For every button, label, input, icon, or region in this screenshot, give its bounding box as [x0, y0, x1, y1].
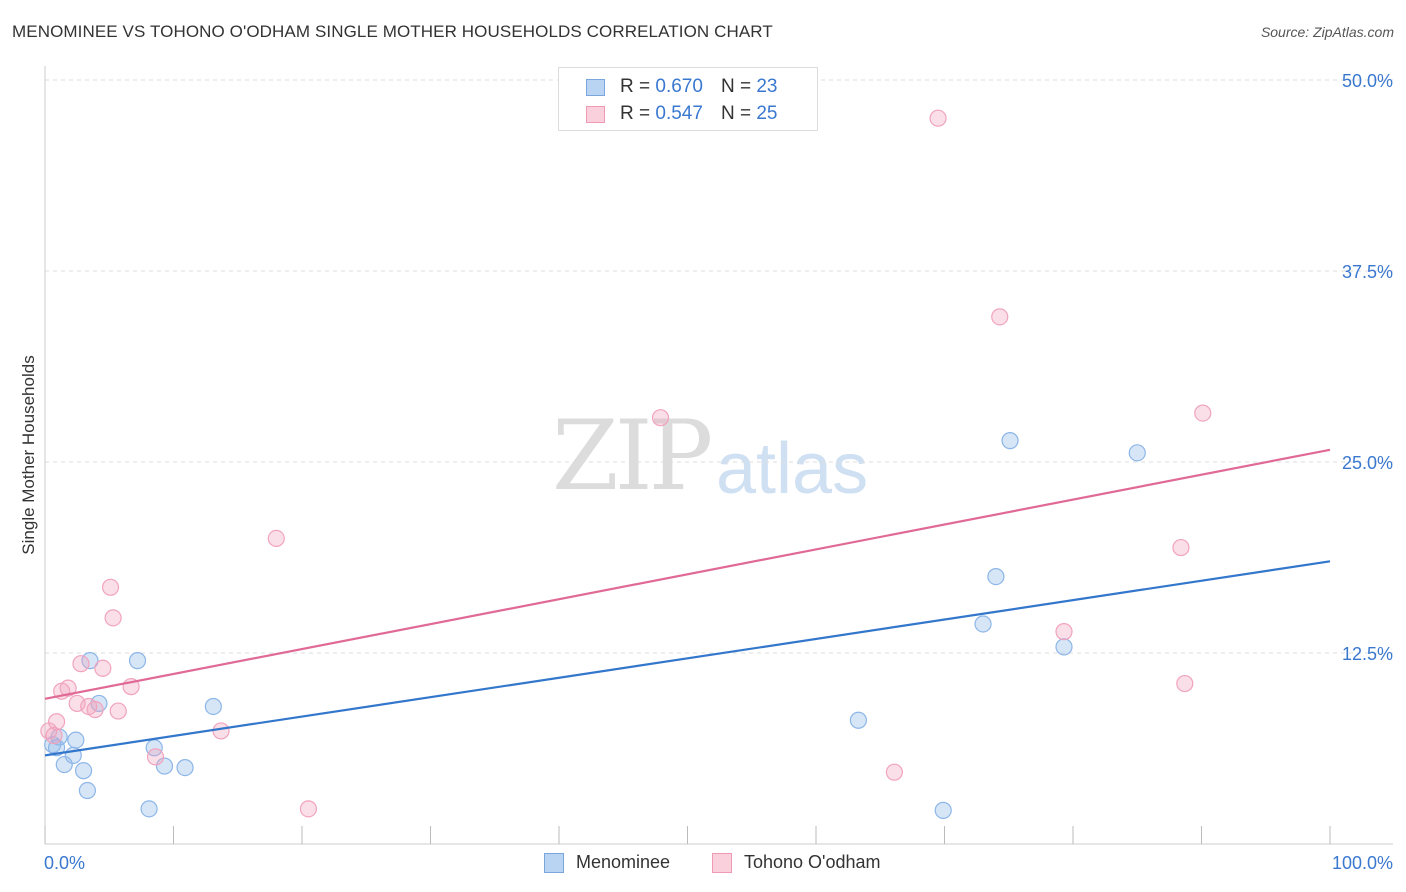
tohono-point	[47, 713, 66, 731]
menominee-point	[67, 731, 85, 749]
tohono-point	[299, 800, 318, 818]
menominee-legend-swatch	[544, 852, 564, 873]
menominee-swatch	[586, 78, 605, 96]
watermark-zip: ZIP	[552, 400, 713, 512]
tohono-point	[86, 700, 104, 719]
menominee-point	[204, 697, 222, 716]
y-tick-label: 37.5%	[1342, 262, 1393, 282]
tohono-point	[146, 748, 165, 766]
menominee-point	[155, 757, 174, 775]
tohono-point	[101, 578, 120, 596]
menominee-point	[81, 652, 99, 670]
legend-label-tohono: Tohono O'odham	[744, 852, 881, 872]
y-tick-label: 25.0%	[1342, 453, 1393, 473]
series-legend: Menominee Tohono O'odham	[0, 852, 1406, 878]
tohono-point	[1176, 674, 1194, 693]
n-label: N =	[720, 103, 752, 124]
menominee-point	[128, 652, 147, 670]
menominee-trend-line	[44, 560, 1331, 757]
tohono-point	[1194, 404, 1212, 422]
tohono-point	[1172, 538, 1190, 557]
tohono-point	[45, 726, 63, 745]
tohono-point	[109, 702, 127, 720]
r-value: 0.547	[655, 103, 703, 124]
menominee-point	[78, 781, 97, 800]
y-tick-label: 12.5%	[1342, 644, 1393, 664]
tohono-point	[212, 722, 230, 740]
tohono-point	[991, 308, 1009, 326]
x-tick-label: 0.0%	[44, 853, 85, 873]
legend-item-tohono[interactable]: Tohono O'odham	[712, 852, 881, 873]
tohono-swatch	[586, 105, 605, 123]
tohono-point	[72, 655, 90, 673]
menominee-point	[1128, 444, 1146, 462]
tohono-point	[929, 109, 947, 127]
tohono-point	[267, 529, 285, 548]
menominee-point	[74, 762, 93, 780]
menominee-point	[176, 758, 194, 777]
n-label: N =	[720, 76, 752, 97]
n-value: 25	[756, 103, 778, 124]
menominee-point	[140, 800, 158, 818]
chart-title: MENOMINEE VS TOHONO O'ODHAM SINGLE MOTHE…	[12, 22, 773, 41]
legend-item-menominee[interactable]: Menominee	[544, 852, 670, 873]
r-value: 0.670	[655, 76, 703, 97]
menominee-point	[987, 567, 1005, 586]
tohono-point	[104, 609, 122, 627]
menominee-point	[974, 615, 992, 633]
tohono-point	[885, 763, 903, 781]
y-tick-label: 50.0%	[1342, 71, 1393, 91]
tohono-legend-swatch	[712, 852, 732, 873]
r-label: R =	[620, 103, 651, 124]
tohono-point	[94, 659, 112, 677]
source-label: Source: ZipAtlas.com	[1260, 24, 1394, 40]
r-label: R =	[620, 76, 651, 97]
menominee-point	[1001, 432, 1019, 450]
x-tick-label: 100.0%	[1332, 853, 1393, 873]
menominee-point	[934, 801, 952, 819]
menominee-point	[849, 711, 868, 729]
legend-label-menominee: Menominee	[576, 852, 671, 872]
menominee-point	[55, 755, 73, 774]
tohono-trend-line	[44, 448, 1331, 700]
tohono-point	[651, 409, 670, 427]
n-value: 23	[756, 76, 778, 97]
menominee-point	[1055, 638, 1073, 656]
stats-legend: R = 0.670 N = 23 R = 0.547 N = 25	[558, 67, 818, 131]
tohono-point	[59, 679, 77, 697]
tohono-point	[1055, 623, 1073, 641]
watermark-atlas: atlas	[716, 429, 869, 509]
